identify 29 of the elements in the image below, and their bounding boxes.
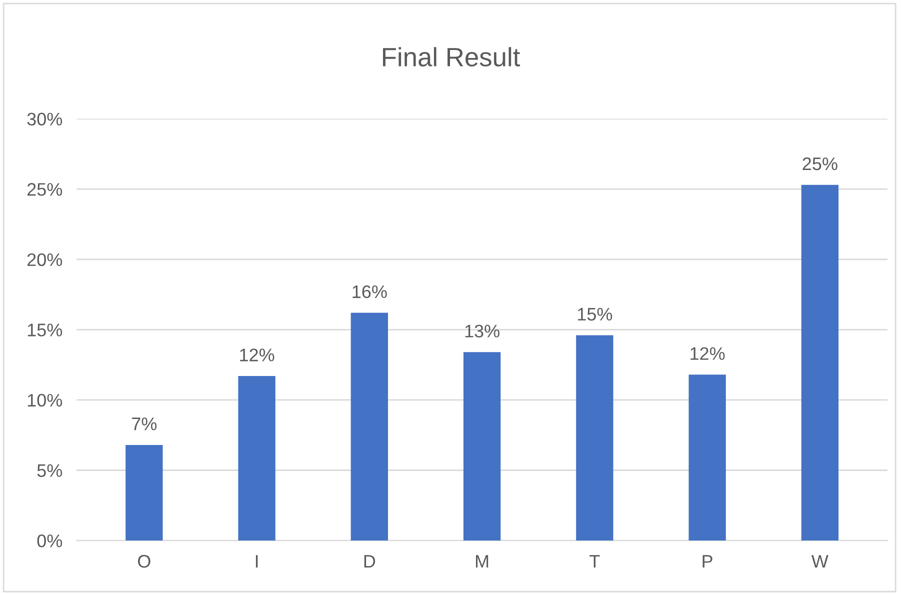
data-label: 25% xyxy=(802,157,838,170)
bar xyxy=(126,444,163,541)
y-tick-label: 25% xyxy=(27,183,62,196)
y-tick-label: 20% xyxy=(27,253,62,266)
data-label: 12% xyxy=(690,347,725,360)
bar xyxy=(801,184,838,541)
data-label: 12% xyxy=(240,348,274,362)
y-tick-label: 15% xyxy=(28,324,62,336)
x-tick-label: I xyxy=(256,555,258,568)
bar xyxy=(576,335,614,541)
x-tick-label: O xyxy=(138,554,150,568)
chart-title: Final Result xyxy=(383,47,520,66)
y-tick-label: 30% xyxy=(27,112,62,126)
y-tick-label: 5% xyxy=(37,464,62,477)
x-tick-label: P xyxy=(702,555,712,568)
bar xyxy=(350,312,388,541)
x-tick-label: W xyxy=(811,555,828,568)
data-label: 15% xyxy=(578,308,612,321)
y-tick-label: 10% xyxy=(28,394,62,407)
x-tick-label: M xyxy=(476,555,488,568)
bar xyxy=(238,376,276,541)
bar xyxy=(688,374,726,541)
y-tick-label: 0% xyxy=(37,534,62,548)
x-tick-label: D xyxy=(364,555,376,568)
data-label: 13% xyxy=(465,324,500,338)
x-tick-label: T xyxy=(590,555,600,568)
bar xyxy=(463,352,501,541)
data-label: 16% xyxy=(352,285,387,298)
data-label: 7% xyxy=(132,418,157,430)
